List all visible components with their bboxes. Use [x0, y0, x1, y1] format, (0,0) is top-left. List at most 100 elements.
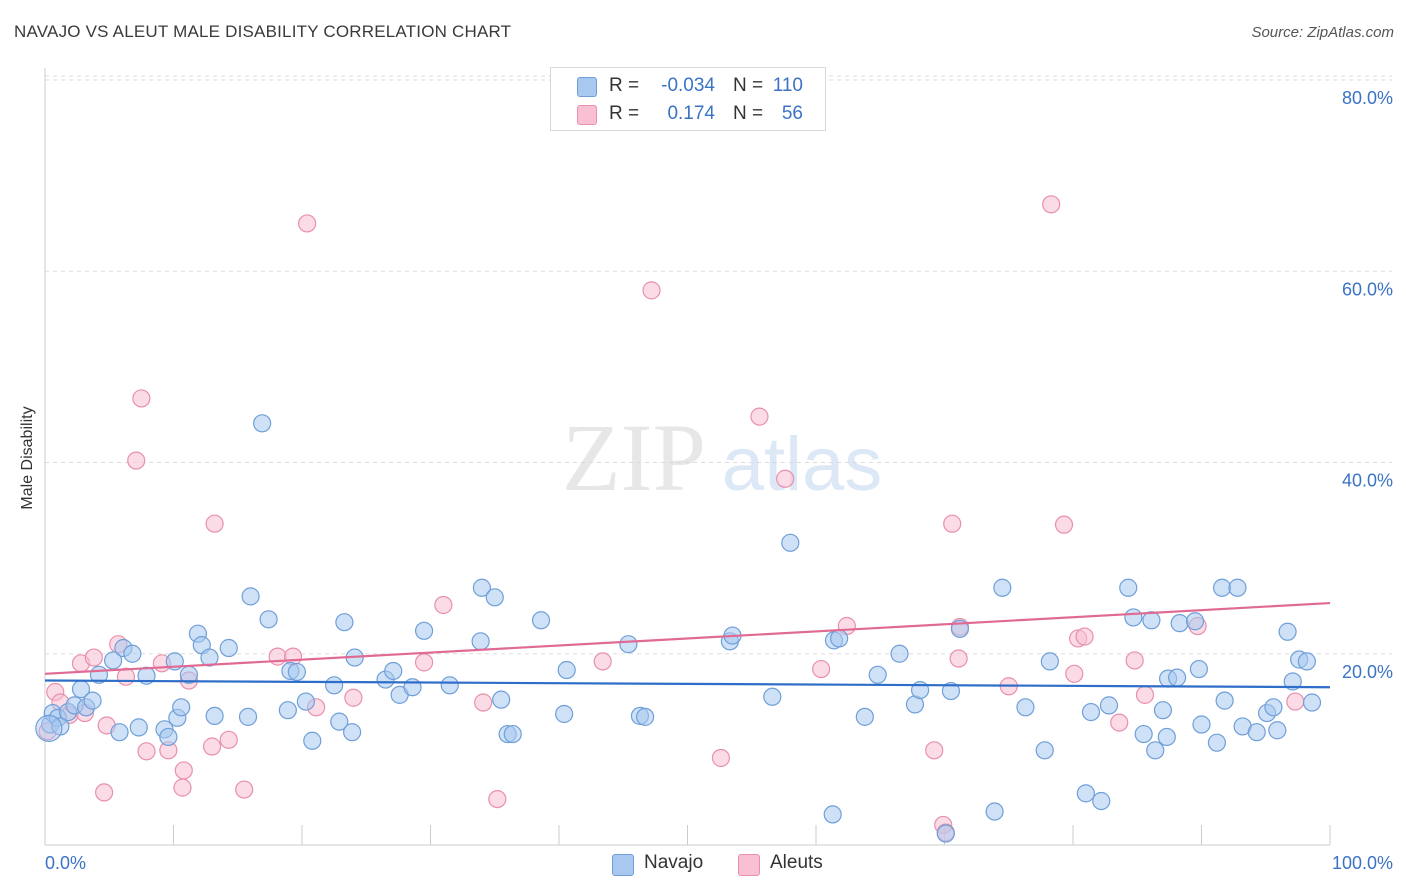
aleut-point	[298, 214, 317, 233]
navajo-legend-label: Navajo	[644, 852, 704, 873]
navajo-point	[104, 651, 123, 670]
source-label: Source: ZipAtlas.com	[1251, 24, 1394, 41]
navajo-point	[325, 676, 344, 695]
aleut-point	[414, 653, 434, 672]
navajo-point	[241, 587, 260, 606]
navajo-point	[110, 723, 129, 742]
legend-row-aleut: R = 0.174 N = 56	[551, 101, 825, 127]
aleut-point	[132, 389, 151, 408]
series-legend: Navajo Aleuts	[612, 852, 842, 878]
navajo-point	[1142, 611, 1161, 630]
navajo-swatch	[577, 77, 597, 97]
aleut-point	[812, 659, 831, 679]
navajo-point	[1268, 721, 1287, 740]
navajo-point	[555, 704, 574, 724]
navajo-point	[414, 621, 434, 640]
navajo-point	[985, 802, 1004, 821]
aleut-point	[95, 783, 114, 802]
navajo-point	[557, 660, 576, 680]
aleut-point	[925, 741, 944, 760]
aleut-point	[750, 407, 769, 426]
navajo-point	[343, 723, 362, 742]
aleut-point	[488, 789, 507, 809]
navajo-point	[868, 665, 887, 684]
navajo-trend-line	[44, 679, 1331, 689]
navajo-point	[1157, 727, 1176, 747]
navajo-point	[1264, 698, 1283, 717]
aleut-point	[949, 649, 968, 668]
n-value: 110	[772, 75, 803, 96]
navajo-point	[1081, 702, 1101, 722]
aleut-point	[174, 761, 193, 780]
navajo-point	[1185, 612, 1205, 631]
aleut-point	[434, 595, 453, 615]
aleut-legend-swatch	[738, 854, 760, 876]
navajo-point	[503, 724, 522, 744]
aleut-legend-label: Aleuts	[770, 852, 823, 873]
watermark-zip: ZIP	[562, 404, 706, 511]
x-tick-label: 0.0%	[45, 853, 86, 873]
navajo-point	[1189, 659, 1209, 679]
navajo-point	[1092, 791, 1111, 811]
r-label: R =	[609, 75, 640, 96]
aleut-point	[344, 688, 363, 707]
aleut-swatch	[577, 105, 597, 125]
navajo-points	[35, 414, 1322, 843]
navajo-point	[890, 644, 909, 663]
n-value: 56	[781, 103, 803, 124]
navajo-point	[303, 731, 322, 750]
navajo-point	[993, 578, 1012, 597]
aleut-point	[1125, 651, 1144, 670]
navajo-point	[287, 662, 306, 682]
navajo-point	[830, 629, 849, 648]
legend-row-navajo: R = -0.034 N = 110	[551, 73, 825, 99]
aleut-point	[235, 780, 254, 799]
aleut-point	[219, 730, 238, 749]
navajo-point	[781, 533, 800, 552]
aleut-point	[137, 742, 156, 761]
navajo-point	[205, 706, 224, 726]
navajo-point	[335, 613, 354, 632]
navajo-point	[384, 661, 403, 681]
navajo-point	[1153, 701, 1173, 720]
navajo-point	[1247, 723, 1266, 742]
navajo-point	[1016, 698, 1035, 717]
navajo-point	[1192, 715, 1211, 734]
navajo-point	[172, 698, 191, 717]
aleut-point	[1075, 627, 1094, 646]
navajo-point	[619, 635, 638, 654]
aleut-point	[84, 648, 103, 667]
navajo-point	[219, 638, 238, 658]
aleut-point	[474, 693, 493, 712]
navajo-point	[296, 692, 315, 711]
aleut-point	[1065, 664, 1084, 683]
navajo-point	[1035, 741, 1054, 760]
navajo-point	[492, 690, 511, 709]
navajo-point	[129, 718, 148, 737]
navajo-point	[330, 712, 349, 731]
navajo-point	[941, 681, 961, 701]
navajo-point	[123, 644, 142, 663]
navajo-point	[635, 707, 655, 726]
aleut-point	[642, 281, 661, 300]
navajo-point	[1119, 578, 1138, 597]
navajo-point	[936, 824, 955, 843]
aleut-point	[202, 737, 222, 756]
aleut-point	[1135, 685, 1155, 704]
n-label: N =	[733, 75, 764, 96]
navajo-point	[35, 714, 63, 742]
tick-labels: 20.0% 40.0% 60.0% 80.0% 0.0% 100.0%	[45, 88, 1393, 873]
watermark: ZIP atlas	[562, 404, 882, 511]
navajo-point	[83, 691, 102, 710]
r-label: R =	[609, 103, 640, 124]
aleut-point	[268, 647, 287, 666]
aleut-point	[711, 748, 731, 768]
navajo-point	[531, 611, 551, 630]
navajo-point	[472, 578, 491, 597]
y-tick-label: 20.0%	[1342, 662, 1393, 682]
aleut-point	[1286, 692, 1305, 711]
navajo-point	[1212, 578, 1232, 597]
navajo-point	[1207, 733, 1227, 752]
y-tick-label: 80.0%	[1342, 88, 1393, 108]
